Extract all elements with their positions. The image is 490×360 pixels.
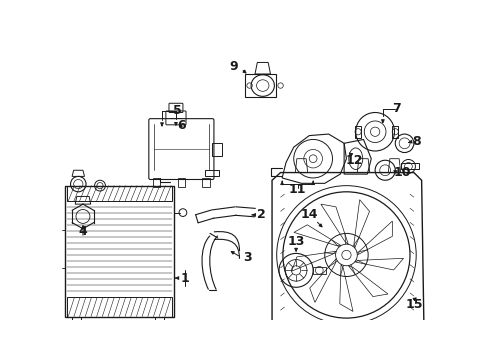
Text: 1: 1 xyxy=(181,271,190,284)
Text: 14: 14 xyxy=(300,208,318,221)
Text: 10: 10 xyxy=(393,166,411,179)
Text: 9: 9 xyxy=(229,60,238,73)
Text: 7: 7 xyxy=(392,102,400,115)
Text: 12: 12 xyxy=(345,154,363,167)
Text: 3: 3 xyxy=(243,251,251,264)
Text: 2: 2 xyxy=(257,208,266,221)
Text: 6: 6 xyxy=(177,119,186,132)
Text: 4: 4 xyxy=(78,225,87,238)
Text: 15: 15 xyxy=(406,298,423,311)
Text: 5: 5 xyxy=(173,104,182,117)
Text: 8: 8 xyxy=(412,135,420,148)
Text: 11: 11 xyxy=(289,183,306,196)
Text: 13: 13 xyxy=(288,235,305,248)
